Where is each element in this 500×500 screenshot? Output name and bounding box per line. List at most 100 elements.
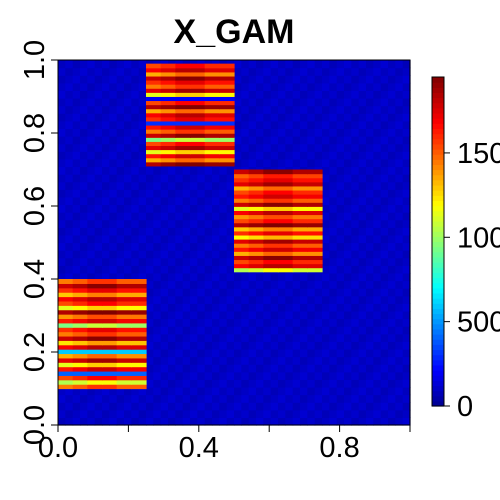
heatmap-cell <box>190 109 205 114</box>
heatmap-cell <box>58 283 73 288</box>
heatmap-cell <box>256 60 264 68</box>
heatmap-cell <box>131 288 146 293</box>
heatmap-cell <box>131 327 146 332</box>
heatmap-cell <box>263 106 271 114</box>
heatmap-cell <box>87 235 95 243</box>
heatmap-cell <box>322 90 330 98</box>
heatmap-cell <box>256 83 264 91</box>
heatmap-cell <box>212 326 220 334</box>
heatmap-cell <box>168 334 176 342</box>
heatmap-cell <box>322 341 330 349</box>
heatmap-cell <box>300 83 308 91</box>
colorbar-swatch <box>432 221 444 227</box>
heatmap-cell <box>234 178 249 183</box>
heatmap-cell <box>403 98 411 106</box>
heatmap-cell <box>344 60 352 68</box>
heatmap-cell <box>87 336 102 341</box>
heatmap-cell <box>307 417 315 425</box>
heatmap-cell <box>351 326 359 334</box>
heatmap-cell <box>344 144 352 152</box>
heatmap-cell <box>190 349 198 357</box>
heatmap-cell <box>366 296 374 304</box>
heatmap-cell <box>80 136 88 144</box>
heatmap-cell <box>205 166 213 174</box>
heatmap-cell <box>403 68 411 76</box>
heatmap-cell <box>337 288 345 296</box>
heatmap-cell <box>175 273 183 281</box>
heatmap-cell <box>146 158 161 163</box>
heatmap-cell <box>366 166 374 174</box>
heatmap-cell <box>161 162 176 167</box>
heatmap-cell <box>366 227 374 235</box>
heatmap-cell <box>315 372 323 380</box>
heatmap-cell <box>117 197 125 205</box>
heatmap-cell <box>278 121 286 129</box>
heatmap-cell <box>315 402 323 410</box>
heatmap-cell <box>322 364 330 372</box>
heatmap-cell <box>168 341 176 349</box>
heatmap-cell <box>322 288 330 296</box>
heatmap-cell <box>329 75 337 83</box>
heatmap-cell <box>80 113 88 121</box>
heatmap-cell <box>278 255 293 260</box>
heatmap-cell <box>58 235 66 243</box>
heatmap-cell <box>256 113 264 121</box>
heatmap-cell <box>271 296 279 304</box>
heatmap-cell <box>381 106 389 114</box>
heatmap-cell <box>373 357 381 365</box>
heatmap-cell <box>278 264 293 269</box>
heatmap-cell <box>285 296 293 304</box>
heatmap-cell <box>403 113 411 121</box>
heatmap-cell <box>95 98 103 106</box>
heatmap-cell <box>366 220 374 228</box>
heatmap-cell <box>87 98 95 106</box>
chart-title: X_GAM <box>174 13 295 51</box>
heatmap-cell <box>300 319 308 327</box>
heatmap-cell <box>395 311 403 319</box>
heatmap-cell <box>278 410 286 418</box>
heatmap-cell <box>329 98 337 106</box>
heatmap-cell <box>109 197 117 205</box>
heatmap-cell <box>373 379 381 387</box>
heatmap-cell <box>300 121 308 129</box>
heatmap-cell <box>271 151 279 159</box>
heatmap-cell <box>381 349 389 357</box>
heatmap-cell <box>249 247 264 252</box>
heatmap-cell <box>388 326 396 334</box>
heatmap-cell <box>403 417 411 425</box>
heatmap-cell <box>139 227 147 235</box>
heatmap-cell <box>87 250 95 258</box>
heatmap-cell <box>359 182 367 190</box>
heatmap-cell <box>109 189 117 197</box>
heatmap-cell <box>366 311 374 319</box>
heatmap-cell <box>161 117 176 122</box>
heatmap-cell <box>58 353 73 358</box>
colorbar-swatch <box>432 396 444 402</box>
heatmap-cell <box>161 166 169 174</box>
heatmap-cell <box>278 243 293 248</box>
heatmap-cell <box>249 231 264 236</box>
heatmap-cell <box>344 90 352 98</box>
heatmap-cell <box>359 227 367 235</box>
heatmap-cell <box>205 84 220 89</box>
heatmap-cell <box>373 166 381 174</box>
heatmap-cell <box>73 166 81 174</box>
heatmap-cell <box>351 204 359 212</box>
heatmap-cell <box>146 88 161 93</box>
heatmap-cell <box>65 159 73 167</box>
heatmap-cell <box>95 402 103 410</box>
heatmap-cell <box>131 189 139 197</box>
heatmap-cell <box>124 121 132 129</box>
heatmap-cell <box>300 349 308 357</box>
heatmap-cell <box>153 220 161 228</box>
heatmap-cell <box>344 334 352 342</box>
heatmap-cell <box>190 417 198 425</box>
heatmap-cell <box>87 75 95 83</box>
heatmap-cell <box>131 349 146 354</box>
heatmap-cell <box>102 250 110 258</box>
heatmap-cell <box>395 281 403 289</box>
heatmap-cell <box>205 133 220 138</box>
heatmap-cell <box>256 75 264 83</box>
heatmap-cell <box>359 357 367 365</box>
heatmap-cell <box>190 150 205 155</box>
